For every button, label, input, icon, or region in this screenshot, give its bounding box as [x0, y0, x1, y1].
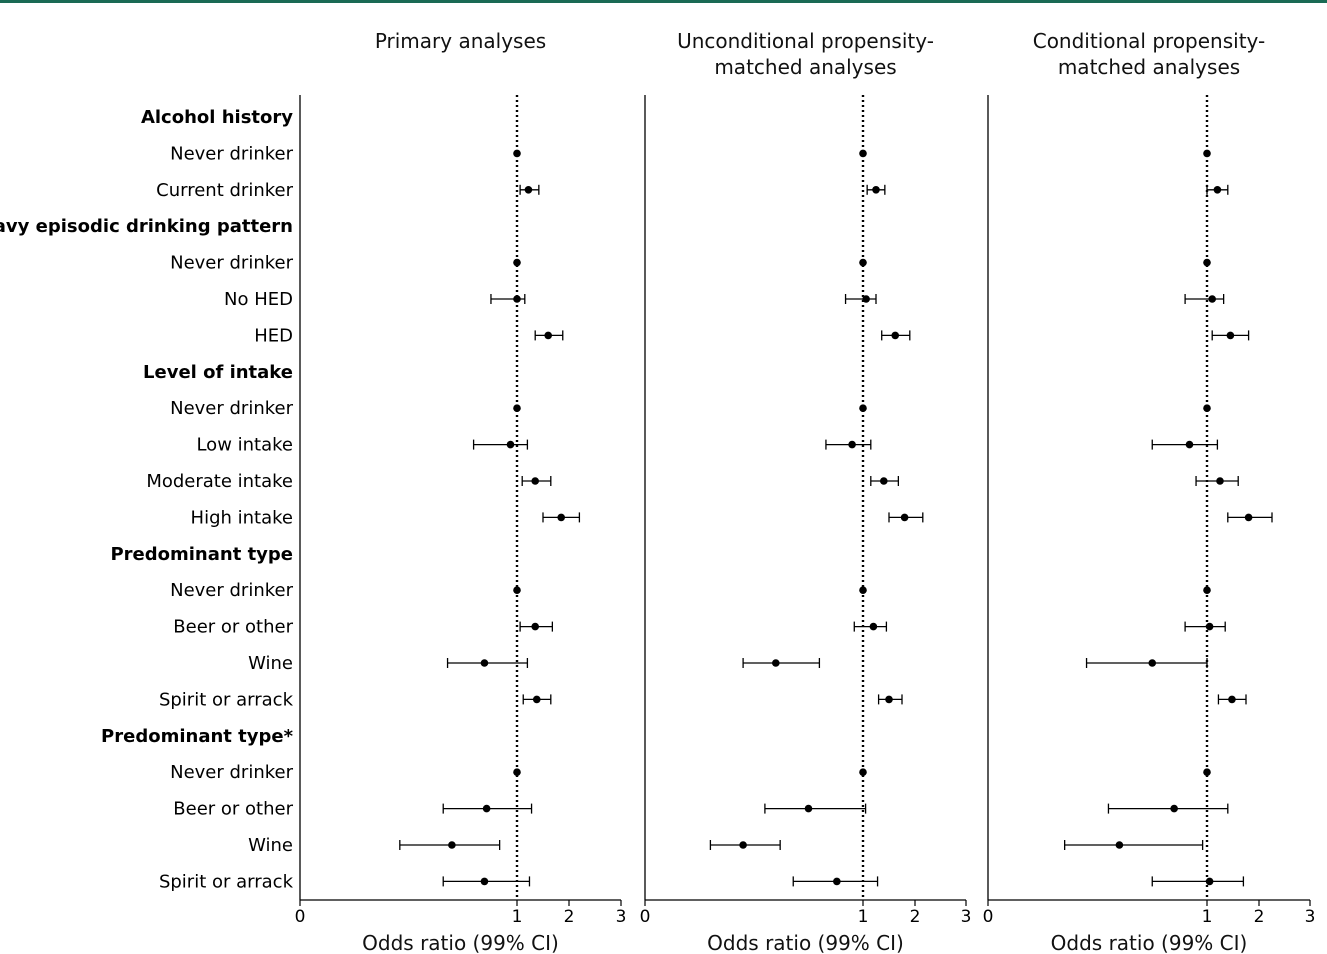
row-labels: Alcohol history Never drinker Current drin…	[0, 107, 294, 892]
point-estimate	[1208, 295, 1216, 303]
x-axis-label: Odds ratio (99% CI)	[707, 931, 904, 954]
row-group-header: Predominant type	[110, 544, 293, 565]
point-estimate	[739, 841, 747, 849]
point-estimate	[1203, 258, 1211, 267]
point-estimate	[1185, 440, 1194, 449]
forest-panel-2: Unconditional propensity-matched analyse…	[640, 29, 972, 954]
point-estimate	[513, 768, 521, 776]
point-estimate	[1203, 149, 1211, 158]
x-tick-label: 3	[616, 907, 627, 927]
row-group-header: Alcohol history	[141, 107, 293, 128]
point-estimate	[532, 695, 541, 704]
point-estimate	[891, 331, 900, 340]
x-tick-label: 2	[1254, 907, 1265, 927]
point-estimate	[1203, 404, 1211, 413]
row-group-header: Predominant type*	[101, 726, 294, 747]
point-estimate	[531, 477, 539, 485]
point-estimate	[1205, 622, 1214, 631]
x-tick-label: 2	[910, 907, 921, 927]
row-label: Never drinker	[170, 580, 293, 601]
point-estimate	[900, 513, 909, 522]
point-estimate	[859, 768, 867, 776]
point-estimate	[804, 804, 813, 813]
x-axis-label: Odds ratio (99% CI)	[362, 931, 559, 954]
point-estimate	[1203, 586, 1211, 594]
x-tick-label: 0	[983, 907, 994, 927]
point-estimate	[482, 804, 491, 813]
point-estimate	[1226, 331, 1235, 340]
x-tick-label: 0	[640, 907, 651, 927]
point-estimate	[513, 258, 521, 267]
point-estimate	[480, 659, 489, 667]
point-estimate	[1244, 513, 1253, 522]
panel-title: Conditional propensity-matched analyses	[1033, 29, 1266, 79]
point-estimate	[880, 477, 888, 485]
point-estimate	[448, 841, 456, 849]
point-estimate	[544, 331, 552, 340]
row-label: Never drinker	[170, 143, 293, 164]
point-estimate	[833, 877, 841, 886]
point-estimate	[859, 258, 867, 267]
x-tick-label: 3	[1305, 907, 1316, 927]
point-estimate	[480, 877, 489, 886]
point-estimate	[1115, 841, 1124, 849]
x-tick-label: 0	[295, 907, 306, 927]
forest-panel-3: Conditional propensity-matched analyses 0…	[983, 29, 1316, 954]
point-estimate	[859, 586, 867, 594]
row-label: Beer or other	[173, 617, 293, 638]
row-label: Never drinker	[170, 398, 293, 419]
panel-title: Unconditional propensity-matched analyse…	[677, 29, 934, 79]
forest-panels: Primary analyses 0 1 2 3 Odds ratio (99% CI) U…	[295, 29, 1316, 954]
x-tick-label: 2	[564, 907, 575, 927]
x-tick-label: 1	[1202, 907, 1213, 927]
point-estimate	[1148, 659, 1157, 667]
row-label: Spirit or arrack	[159, 871, 294, 892]
row-label: Current drinker	[156, 180, 293, 201]
forest-panel-1: Primary analyses 0 1 2 3 Odds ratio (99% CI)	[295, 29, 627, 954]
row-label: Moderate intake	[146, 471, 293, 492]
point-estimate	[1228, 695, 1236, 704]
point-estimate	[859, 404, 867, 413]
x-axis-label: Odds ratio (99% CI)	[1051, 931, 1248, 954]
point-estimate	[872, 186, 880, 194]
row-label: Beer or other	[173, 799, 293, 820]
row-label: High intake	[191, 507, 293, 528]
row-label: No HED	[224, 289, 293, 310]
point-estimate	[885, 695, 893, 704]
point-estimate	[557, 513, 565, 522]
x-tick-label: 1	[858, 907, 869, 927]
point-estimate	[531, 622, 539, 631]
point-estimate	[524, 186, 533, 194]
top-accent-rule	[0, 0, 1327, 3]
point-estimate	[848, 440, 856, 449]
point-estimate	[869, 622, 878, 631]
point-estimate	[513, 404, 521, 413]
row-group-header: Heavy episodic drinking pattern	[0, 216, 293, 237]
point-estimate	[513, 295, 521, 303]
x-tick-label: 1	[512, 907, 523, 927]
x-tick-label: 3	[961, 907, 972, 927]
row-label: Never drinker	[170, 253, 293, 274]
row-label: Wine	[248, 835, 293, 856]
point-estimate	[862, 295, 870, 303]
row-label: Never drinker	[170, 762, 293, 783]
point-estimate	[1205, 877, 1214, 886]
point-estimate	[1203, 768, 1211, 776]
point-estimate	[513, 149, 521, 158]
point-estimate	[513, 586, 521, 594]
row-label: Spirit or arrack	[159, 689, 294, 710]
point-estimate	[1216, 477, 1224, 485]
point-estimate	[1213, 186, 1222, 194]
point-estimate	[772, 659, 780, 667]
point-estimate	[506, 440, 515, 449]
panel-title: Primary analyses	[375, 29, 546, 53]
row-label: HED	[254, 325, 293, 346]
row-label: Low intake	[196, 435, 293, 456]
point-estimate	[1170, 804, 1178, 813]
point-estimate	[859, 149, 867, 158]
row-group-header: Level of intake	[143, 362, 293, 383]
row-label: Wine	[248, 653, 293, 674]
